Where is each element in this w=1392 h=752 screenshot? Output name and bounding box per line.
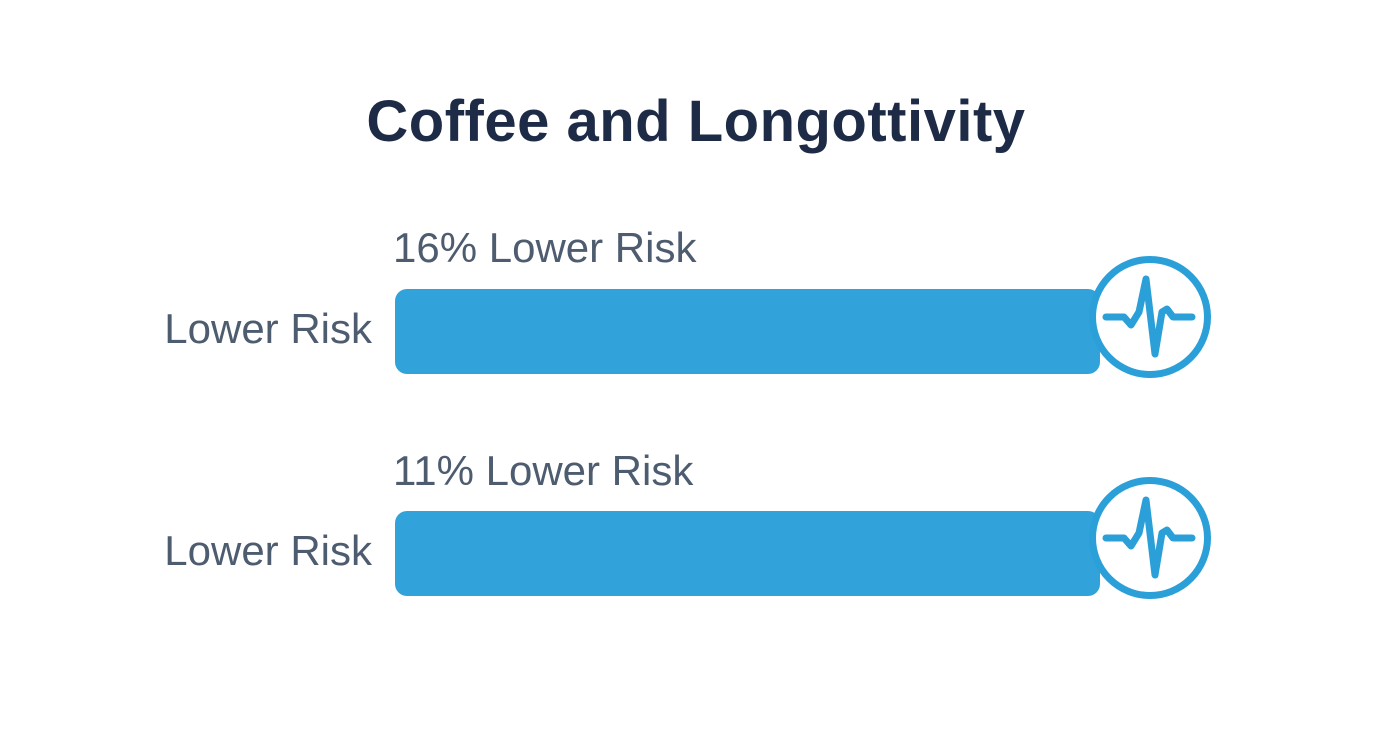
- bar-1: [395, 289, 1100, 374]
- bar-value-label-2: 11% Lower Risk: [393, 447, 694, 494]
- heartbeat-pulse-icon: [1089, 477, 1211, 599]
- heartbeat-pulse-icon: [1089, 256, 1211, 378]
- bar-category-label-1: Lower Risk: [164, 305, 372, 352]
- bar-category-label-2: Lower Risk: [164, 527, 372, 574]
- bar-2: [395, 511, 1100, 596]
- chart-title: Coffee and Longottivity: [366, 89, 1026, 154]
- bar-value-label-1: 16% Lower Risk: [393, 224, 697, 271]
